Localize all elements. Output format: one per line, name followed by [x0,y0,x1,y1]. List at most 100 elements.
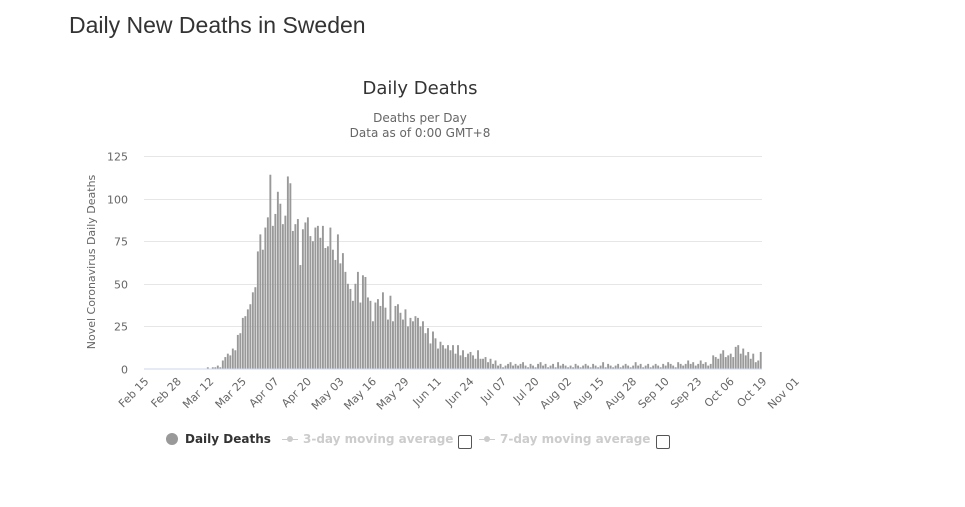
bar-daily-deaths[interactable] [544,363,547,369]
bar-daily-deaths[interactable] [274,213,277,369]
bar-daily-deaths[interactable] [346,283,349,369]
bar-daily-deaths[interactable] [334,259,337,369]
bar-daily-deaths[interactable] [564,365,567,369]
legend-checkbox-3-day[interactable] [458,435,472,449]
bar-daily-deaths[interactable] [366,297,369,369]
bar-daily-deaths[interactable] [392,321,394,369]
bar-daily-deaths[interactable] [599,365,602,369]
bar-daily-deaths[interactable] [319,237,322,369]
bar-daily-deaths[interactable] [699,360,702,369]
bar-daily-deaths[interactable] [404,309,407,369]
bar-daily-deaths[interactable] [529,363,532,369]
bar-daily-deaths[interactable] [371,321,374,369]
bar-daily-deaths[interactable] [694,365,697,369]
bar-daily-deaths[interactable] [279,203,282,369]
bar-daily-deaths[interactable] [639,363,642,369]
bar-daily-deaths[interactable] [594,365,597,369]
legend-item-daily-deaths[interactable]: Daily Deaths [166,432,271,446]
bar-daily-deaths[interactable] [424,333,427,369]
bar-daily-deaths[interactable] [722,350,725,369]
bar-daily-deaths[interactable] [559,365,562,369]
bar-daily-deaths[interactable] [234,350,237,369]
bar-daily-deaths[interactable] [224,357,227,369]
bar-daily-deaths[interactable] [644,365,647,369]
bar-daily-deaths[interactable] [707,365,710,369]
bar-daily-deaths[interactable] [539,362,542,369]
bar-daily-deaths[interactable] [306,217,309,369]
bar-daily-deaths[interactable] [376,299,379,369]
bar-daily-deaths[interactable] [537,363,540,369]
bar-daily-deaths[interactable] [301,229,304,369]
bar-daily-deaths[interactable] [702,363,705,369]
bar-daily-deaths[interactable] [316,225,319,369]
bar-daily-deaths[interactable] [637,365,640,369]
bar-daily-deaths[interactable] [734,346,737,369]
bar-daily-deaths[interactable] [574,363,577,369]
bar-daily-deaths[interactable] [439,341,442,369]
bar-daily-deaths[interactable] [607,363,610,369]
bar-daily-deaths[interactable] [374,302,377,369]
bar-daily-deaths[interactable] [329,227,332,369]
bar-daily-deaths[interactable] [449,350,452,369]
bar-daily-deaths[interactable] [717,358,720,369]
bar-daily-deaths[interactable] [482,358,484,369]
bar-daily-deaths[interactable] [759,351,762,369]
bar-daily-deaths[interactable] [472,355,474,369]
bar-daily-deaths[interactable] [402,319,404,369]
bar-daily-deaths[interactable] [584,363,587,369]
bar-daily-deaths[interactable] [364,276,367,369]
bar-daily-deaths[interactable] [614,365,617,369]
bar-daily-deaths[interactable] [386,319,389,369]
bar-daily-deaths[interactable] [629,367,632,369]
bar-daily-deaths[interactable] [527,367,530,369]
bar-daily-deaths[interactable] [254,287,257,369]
bar-daily-deaths[interactable] [709,363,712,369]
bar-daily-deaths[interactable] [221,360,224,369]
bar-daily-deaths[interactable] [369,300,372,369]
bar-daily-deaths[interactable] [517,365,520,369]
bar-daily-deaths[interactable] [569,365,572,369]
bar-daily-deaths[interactable] [624,363,627,369]
bar-daily-deaths[interactable] [617,363,620,369]
bar-daily-deaths[interactable] [502,367,504,369]
bar-daily-deaths[interactable] [407,326,409,369]
bar-daily-deaths[interactable] [642,367,645,369]
bar-daily-deaths[interactable] [356,271,359,369]
bar-daily-deaths[interactable] [512,365,514,369]
bar-daily-deaths[interactable] [672,365,675,369]
bar-daily-deaths[interactable] [326,246,329,369]
bar-daily-deaths[interactable] [249,304,252,369]
bar-daily-deaths[interactable] [296,219,299,369]
bar-daily-deaths[interactable] [659,367,662,369]
bar-daily-deaths[interactable] [752,353,755,369]
bar-daily-deaths[interactable] [289,183,292,369]
bar-daily-deaths[interactable] [389,295,392,369]
bar-daily-deaths[interactable] [597,367,600,369]
legend-item-7-day-moving-average[interactable]: 7-day moving average [479,432,650,446]
bar-daily-deaths[interactable] [547,367,550,369]
bar-daily-deaths[interactable] [216,365,219,369]
bar-daily-deaths[interactable] [477,350,479,369]
bar-daily-deaths[interactable] [469,351,472,369]
bar-daily-deaths[interactable] [229,355,232,369]
bar-daily-deaths[interactable] [662,363,665,369]
bar-daily-deaths[interactable] [331,249,334,369]
bar-daily-deaths[interactable] [299,265,302,369]
bar-daily-deaths[interactable] [684,363,687,369]
bar-daily-deaths[interactable] [674,367,677,369]
bar-daily-deaths[interactable] [554,367,557,369]
bar-daily-deaths[interactable] [311,241,314,369]
bar-daily-deaths[interactable] [602,362,605,369]
bar-daily-deaths[interactable] [427,328,429,369]
bar-daily-deaths[interactable] [261,249,264,369]
bar-daily-deaths[interactable] [714,357,717,369]
bar-daily-deaths[interactable] [572,367,575,369]
bar-daily-deaths[interactable] [259,234,262,369]
bar-daily-deaths[interactable] [361,275,364,369]
legend-item-3-day-moving-average[interactable]: 3-day moving average [282,432,453,446]
bar-daily-deaths[interactable] [462,350,464,369]
bar-daily-deaths[interactable] [697,363,700,369]
bar-daily-deaths[interactable] [754,362,757,369]
bar-daily-deaths[interactable] [737,345,740,369]
bar-daily-deaths[interactable] [271,225,274,369]
